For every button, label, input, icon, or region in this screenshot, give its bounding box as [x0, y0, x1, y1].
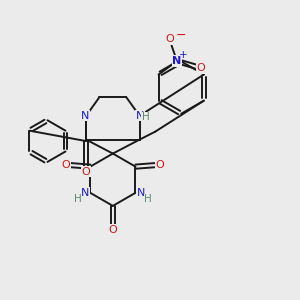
Text: +: + [179, 50, 188, 60]
Text: −: − [176, 28, 187, 41]
Text: H: H [144, 194, 152, 204]
Text: N: N [136, 111, 144, 121]
Text: H: H [142, 112, 149, 122]
Text: O: O [82, 167, 91, 177]
Text: N: N [137, 188, 145, 198]
Text: O: O [156, 160, 164, 170]
Text: H: H [74, 194, 82, 204]
Text: N: N [81, 111, 90, 121]
Text: O: O [109, 225, 117, 235]
Text: O: O [61, 160, 70, 170]
Text: N: N [172, 56, 182, 66]
Text: O: O [196, 63, 205, 73]
Text: O: O [165, 34, 174, 44]
Text: N: N [81, 188, 89, 198]
